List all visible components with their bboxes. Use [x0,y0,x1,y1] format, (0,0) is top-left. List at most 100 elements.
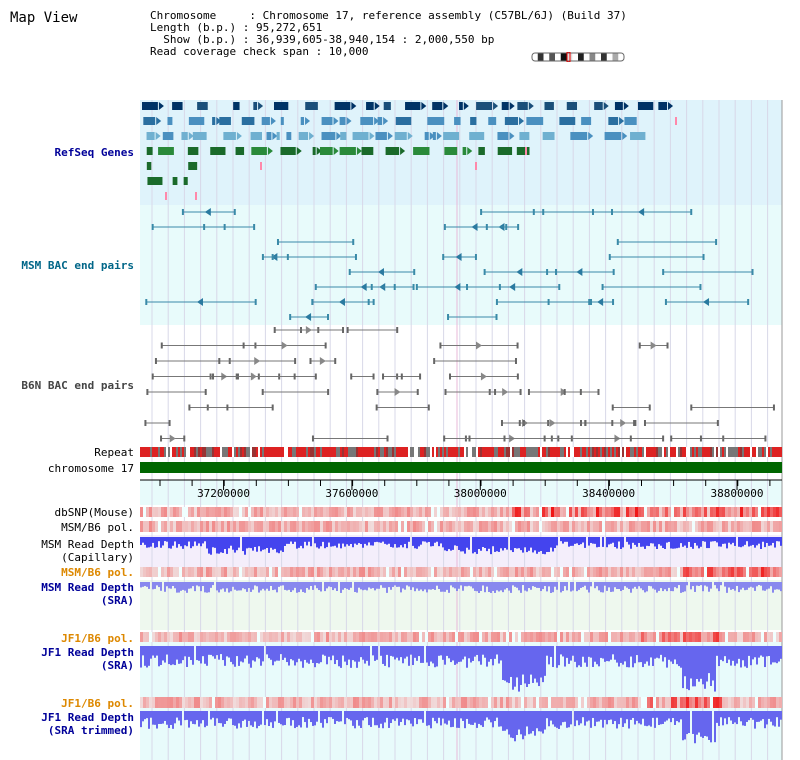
depth-bar [280,646,282,655]
info-show-range: Show (b.p.) : 36,939,605-38,940,154 : 2,… [150,33,495,46]
pol-cell [224,697,227,708]
gene-feature [142,102,158,110]
bac-end [415,284,418,290]
track-label-jf1-pol-2[interactable]: JF1/B6 pol. [61,697,134,710]
repeat-element [676,447,678,457]
repeat-element [246,447,248,457]
depth-bar [718,711,720,726]
gene-feature [394,132,407,140]
pol-cell [668,521,671,532]
pol-cell [179,567,182,577]
depth-bar [656,646,658,658]
depth-bar [348,582,350,590]
pol-cell [404,521,407,532]
depth-bar [246,537,248,549]
track-label-b6n-bac[interactable]: B6N BAC end pairs [21,379,134,392]
pol-cell [599,507,602,517]
track-label-jf1-pol-1[interactable]: JF1/B6 pol. [61,632,134,645]
repeat-element [368,447,370,457]
bac-arrow [250,372,257,381]
pol-cell [167,507,170,517]
depth-bar [758,646,760,658]
pol-cell [245,697,248,708]
repeat-element [508,447,510,457]
track-label-dbsnp[interactable]: dbSNP(Mouse) [54,506,134,519]
pol-cell [725,507,728,517]
repeat-element [758,447,760,457]
pol-cell [713,632,716,642]
depth-bar [368,537,370,543]
track-label-jf1-depth-trimmed[interactable]: JF1 Read Depth [41,711,134,724]
gene-arrow [429,132,435,140]
depth-bar [706,711,708,737]
pol-cell [287,632,290,642]
track-label-repeat[interactable]: Repeat [94,446,134,459]
pol-cell [314,521,317,532]
depth-bar [754,646,756,658]
gene-feature [280,147,296,155]
pol-cell [356,507,359,517]
depth-bar [592,646,594,667]
gene-arrow [216,117,222,125]
pol-cell [689,697,692,708]
track-label-jf1-depth-sra[interactable]: JF1 Read Depth [41,646,134,659]
chromosome-ideogram[interactable] [530,52,626,62]
pol-cell [686,507,689,517]
repeat-element [516,447,518,457]
depth-bar [418,711,420,720]
depth-bar [274,646,276,662]
pol-cell [206,632,209,642]
pol-cell [473,697,476,708]
pol-cell [167,521,170,532]
depth-bar [766,582,768,590]
pol-cell [407,632,410,642]
repeat-element [682,447,684,457]
repeat-element [606,447,608,457]
repeat-element [660,447,662,457]
depth-bar [474,582,476,591]
track-label-msm-depth-capillary[interactable]: MSM Read Depth [41,538,134,551]
pol-cell [620,632,623,642]
repeat-element [658,447,660,457]
pol-cell [425,697,428,708]
depth-bar [366,711,368,718]
repeat-track [140,447,782,457]
pol-cell [245,521,248,532]
pol-cell [467,697,470,708]
pol-cell [371,521,374,532]
pol-cell [434,632,437,642]
track-label-msm-depth-sra[interactable]: MSM Read Depth [41,581,134,594]
track-label-msm-pol-2[interactable]: MSM/B6 pol. [61,566,134,579]
bac-end [348,269,351,275]
pol-cell [383,697,386,708]
pol-cell [728,567,731,577]
pol-cell [650,507,653,517]
pol-cell [251,521,254,532]
depth-bar [686,711,688,735]
gene-feature [339,117,346,125]
track-label-chromosome[interactable]: chromosome 17 [47,462,134,475]
ideogram-region-marker[interactable] [566,52,571,62]
track-label-refseq-genes[interactable]: RefSeq Genes [54,146,134,159]
depth-bar [584,582,586,586]
gene-feature [212,117,216,125]
depth-bar [160,646,162,665]
track-label-msm-pol-1[interactable]: MSM/B6 pol. [61,521,134,534]
depth-bar [476,582,478,592]
depth-bar [612,582,614,592]
depth-bar [618,537,620,542]
pol-cell [449,697,452,708]
repeat-element [326,447,328,457]
depth-bar [616,646,618,663]
depth-bar [762,582,764,591]
depth-bar [224,646,226,666]
pol-cell [551,521,554,532]
pol-cell [734,507,737,517]
pol-cell [779,632,782,642]
pol-cell [266,507,269,517]
track-label-msm-bac[interactable]: MSM BAC end pairs [21,259,134,272]
depth-bar [674,582,676,588]
depth-bar [456,582,458,592]
depth-bar [480,711,482,726]
